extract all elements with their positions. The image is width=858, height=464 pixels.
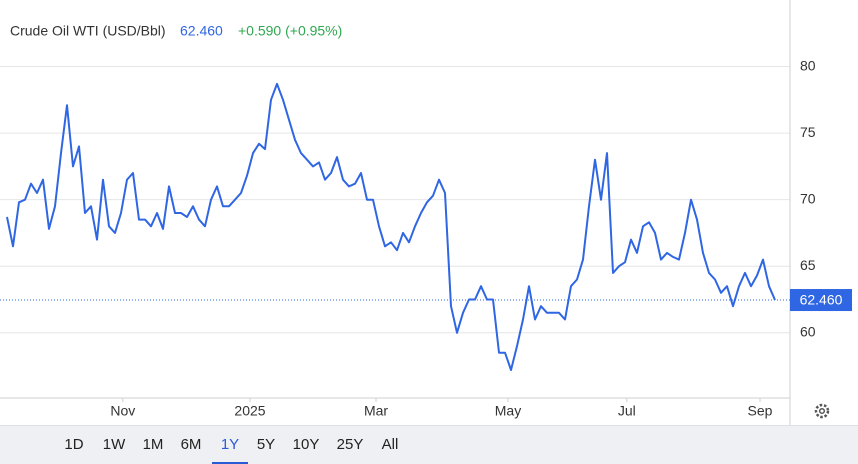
y-tick-label: 75	[800, 124, 816, 140]
last-price-box	[790, 289, 852, 312]
gear-outer	[814, 403, 830, 419]
range-bar: 1D 1W 1M 6M 1Y 5Y 10Y 25Y All	[0, 425, 858, 464]
range-button[interactable]: 10Y	[292, 436, 320, 453]
range-button[interactable]: 1Y	[212, 426, 248, 464]
range-button[interactable]: All	[381, 436, 399, 453]
gear-inner	[818, 407, 826, 415]
range-button[interactable]: 25Y	[336, 436, 364, 453]
settings-icon[interactable]	[814, 403, 830, 419]
y-tick-label: 65	[800, 257, 816, 273]
x-tick-label: Jul	[618, 403, 636, 419]
x-tick-label: Nov	[110, 403, 135, 419]
x-tick-label: May	[495, 403, 521, 419]
last-price-label: 62.460	[800, 292, 843, 308]
x-tick-label: Sep	[748, 403, 773, 419]
chart: Crude Oil WTI (USD/Bbl) 62.460 +0.590 (+…	[0, 0, 852, 425]
y-tick-label: 60	[800, 323, 816, 339]
range-button[interactable]: 1M	[142, 436, 164, 453]
range-button[interactable]: 5Y	[256, 436, 276, 453]
y-tick-label: 80	[800, 57, 816, 73]
x-tick-label: Mar	[364, 403, 388, 419]
chart-title: Crude Oil WTI (USD/Bbl)	[10, 23, 166, 39]
price: 62.460	[180, 23, 223, 39]
change: +0.590 (+0.95%)	[238, 23, 342, 39]
x-tick-label: 2025	[234, 403, 265, 419]
range-button[interactable]: 6M	[180, 436, 202, 453]
range-button[interactable]: 1D	[64, 436, 84, 453]
price-line	[6, 82, 776, 371]
y-tick-label: 70	[800, 190, 816, 206]
range-button[interactable]: 1W	[102, 436, 126, 453]
